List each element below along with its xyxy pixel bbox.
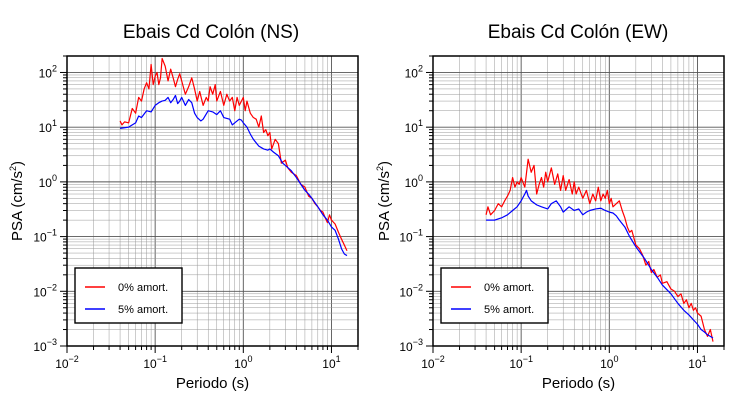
plot-frame bbox=[432, 55, 725, 347]
axis-ticks bbox=[426, 55, 725, 353]
chart-title: Ebais Cd Colón (EW) bbox=[488, 22, 669, 43]
legend-box bbox=[440, 267, 549, 324]
x-axis-label: Periodo (s) bbox=[176, 375, 249, 392]
series-line-damped bbox=[119, 94, 348, 257]
legend: 0% amort. 5% amort. bbox=[440, 267, 549, 324]
y-tick-label: 10−1 bbox=[33, 228, 57, 245]
x-tick-label: 10−1 bbox=[143, 354, 167, 371]
y-tick-label: 101 bbox=[39, 118, 57, 135]
y-tick-label: 100 bbox=[39, 173, 57, 190]
chart-title: Ebais Cd Colón (NS) bbox=[123, 22, 299, 43]
grid-lines bbox=[66, 55, 359, 347]
y-axis-label: PSA (cm/s2) bbox=[8, 161, 26, 241]
y-tick-label: 102 bbox=[405, 63, 423, 80]
series-line-undamped bbox=[119, 57, 348, 252]
y-tick-label: 10−2 bbox=[399, 282, 423, 299]
psa-chart-ew: 10−2 10−1 100 10110210110010−110−210−3Ebais… bbox=[375, 22, 725, 392]
legend-label: 5% amort. bbox=[118, 304, 168, 316]
y-tick-label: 10−2 bbox=[33, 282, 57, 299]
legend-box bbox=[74, 267, 183, 324]
x-tick-label: 10−2 bbox=[421, 354, 445, 371]
axis-ticks bbox=[60, 55, 359, 353]
legend: 0% amort. 5% amort. bbox=[74, 267, 183, 324]
x-tick-label: 100 bbox=[600, 354, 618, 371]
y-tick-label: 10−3 bbox=[33, 337, 57, 354]
legend-label: 0% amort. bbox=[484, 282, 534, 294]
y-tick-label: 10−1 bbox=[399, 228, 423, 245]
x-tick-label: 100 bbox=[234, 354, 252, 371]
x-tick-label: 101 bbox=[688, 354, 706, 371]
series-line-undamped bbox=[485, 158, 714, 342]
y-tick-label: 10−3 bbox=[399, 337, 423, 354]
x-tick-label: 101 bbox=[322, 354, 340, 371]
legend-label: 5% amort. bbox=[484, 304, 534, 316]
legend-label: 0% amort. bbox=[118, 282, 168, 294]
y-tick-label: 102 bbox=[39, 63, 57, 80]
y-tick-label: 101 bbox=[405, 118, 423, 135]
x-tick-label: 10−2 bbox=[55, 354, 79, 371]
y-axis-label: PSA (cm/s2) bbox=[375, 161, 393, 241]
y-tick-label: 100 bbox=[405, 173, 423, 190]
x-axis-label: Periodo (s) bbox=[542, 375, 615, 392]
series-line-damped bbox=[486, 189, 714, 339]
plot-frame bbox=[66, 55, 359, 347]
x-tick-label: 10−1 bbox=[509, 354, 533, 371]
psa-chart-ns: 10−2 10−1 100 10110210110010−110−210−3Ebais… bbox=[8, 22, 359, 392]
